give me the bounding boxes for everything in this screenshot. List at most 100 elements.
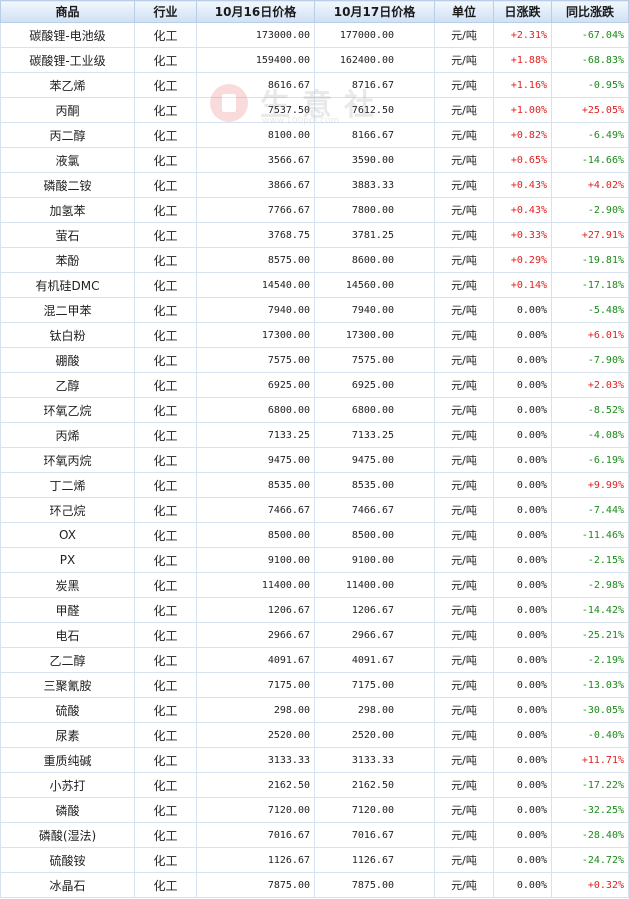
yoy-change-cell: +4.02% — [551, 172, 629, 198]
price-oct17-cell: 6800.00 — [314, 397, 435, 423]
price-oct17-cell: 2966.67 — [314, 622, 435, 648]
table-row: 环氧丙烷 化工 9475.00 9475.00 元/吨 0.00% -6.19% — [0, 447, 629, 473]
daily-change-cell: 0.00% — [493, 422, 552, 448]
commodity-name[interactable]: 碳酸锂-工业级 — [0, 47, 135, 73]
commodity-name[interactable]: 冰晶石 — [0, 872, 135, 898]
price-oct16-cell: 159400.00 — [196, 47, 315, 73]
price-oct17-cell: 14560.00 — [314, 272, 435, 298]
daily-change-cell: +0.82% — [493, 122, 552, 148]
commodity-name[interactable]: 苯酚 — [0, 247, 135, 273]
commodity-name[interactable]: 萤石 — [0, 222, 135, 248]
price-oct17-cell: 2520.00 — [314, 722, 435, 748]
table-row: 硫酸 化工 298.00 298.00 元/吨 0.00% -30.05% — [0, 697, 629, 723]
commodity-name[interactable]: 加氢苯 — [0, 197, 135, 223]
unit-cell: 元/吨 — [434, 272, 494, 298]
daily-change-cell: 0.00% — [493, 322, 552, 348]
table-row: 硼酸 化工 7575.00 7575.00 元/吨 0.00% -7.90% — [0, 347, 629, 373]
daily-change-cell: +1.88% — [493, 47, 552, 73]
header-price-oct16[interactable]: 10月16日价格 — [196, 0, 315, 23]
header-price-oct17[interactable]: 10月17日价格 — [314, 0, 435, 23]
daily-change-cell: +1.00% — [493, 97, 552, 123]
price-oct16-cell: 3866.67 — [196, 172, 315, 198]
industry-cell: 化工 — [134, 197, 197, 223]
commodity-name[interactable]: 丙二醇 — [0, 122, 135, 148]
commodity-name[interactable]: 碳酸锂-电池级 — [0, 22, 135, 48]
unit-cell: 元/吨 — [434, 322, 494, 348]
price-oct17-cell: 298.00 — [314, 697, 435, 723]
price-oct16-cell: 9100.00 — [196, 547, 315, 573]
commodity-name[interactable]: OX — [0, 522, 135, 548]
commodity-name[interactable]: 硼酸 — [0, 347, 135, 373]
price-oct17-cell: 1126.67 — [314, 847, 435, 873]
price-oct17-cell: 2162.50 — [314, 772, 435, 798]
header-unit[interactable]: 单位 — [434, 0, 494, 23]
commodity-name[interactable]: 硫酸铵 — [0, 847, 135, 873]
commodity-name[interactable]: 乙二醇 — [0, 647, 135, 673]
commodity-name[interactable]: PX — [0, 547, 135, 573]
price-oct17-cell: 9475.00 — [314, 447, 435, 473]
commodity-name[interactable]: 硫酸 — [0, 697, 135, 723]
price-oct16-cell: 7575.00 — [196, 347, 315, 373]
table-row: 炭黑 化工 11400.00 11400.00 元/吨 0.00% -2.98% — [0, 572, 629, 598]
unit-cell: 元/吨 — [434, 797, 494, 823]
daily-change-cell: +0.14% — [493, 272, 552, 298]
commodity-name[interactable]: 电石 — [0, 622, 135, 648]
commodity-name[interactable]: 有机硅DMC — [0, 272, 135, 298]
price-oct17-cell: 8500.00 — [314, 522, 435, 548]
industry-cell: 化工 — [134, 322, 197, 348]
price-oct16-cell: 2162.50 — [196, 772, 315, 798]
commodity-name[interactable]: 小苏打 — [0, 772, 135, 798]
commodity-name[interactable]: 丁二烯 — [0, 472, 135, 498]
header-daily-change[interactable]: 日涨跌 — [493, 0, 552, 23]
table-row: 有机硅DMC 化工 14540.00 14560.00 元/吨 +0.14% -17.18% — [0, 272, 629, 298]
commodity-name[interactable]: 环己烷 — [0, 497, 135, 523]
daily-change-cell: 0.00% — [493, 747, 552, 773]
daily-change-cell: 0.00% — [493, 622, 552, 648]
table-row: 钛白粉 化工 17300.00 17300.00 元/吨 0.00% +6.01% — [0, 322, 629, 348]
yoy-change-cell: +6.01% — [551, 322, 629, 348]
table-row: 环己烷 化工 7466.67 7466.67 元/吨 0.00% -7.44% — [0, 497, 629, 523]
commodity-name[interactable]: 环氧乙烷 — [0, 397, 135, 423]
unit-cell: 元/吨 — [434, 22, 494, 48]
commodity-name[interactable]: 甲醛 — [0, 597, 135, 623]
industry-cell: 化工 — [134, 497, 197, 523]
daily-change-cell: 0.00% — [493, 772, 552, 798]
yoy-change-cell: +9.99% — [551, 472, 629, 498]
commodity-name[interactable]: 磷酸(湿法) — [0, 822, 135, 848]
commodity-name[interactable]: 混二甲苯 — [0, 297, 135, 323]
industry-cell: 化工 — [134, 72, 197, 98]
commodity-name[interactable]: 三聚氰胺 — [0, 672, 135, 698]
industry-cell: 化工 — [134, 822, 197, 848]
price-oct16-cell: 8500.00 — [196, 522, 315, 548]
table-header-row: 商品 行业 10月16日价格 10月17日价格 单位 日涨跌 同比涨跌 — [0, 0, 629, 23]
commodity-name[interactable]: 磷酸二铵 — [0, 172, 135, 198]
price-oct17-cell: 7800.00 — [314, 197, 435, 223]
daily-change-cell: 0.00% — [493, 297, 552, 323]
price-oct16-cell: 2520.00 — [196, 722, 315, 748]
daily-change-cell: 0.00% — [493, 722, 552, 748]
industry-cell: 化工 — [134, 697, 197, 723]
commodity-name[interactable]: 环氧丙烷 — [0, 447, 135, 473]
industry-cell: 化工 — [134, 672, 197, 698]
commodity-name[interactable]: 苯乙烯 — [0, 72, 135, 98]
commodity-name[interactable]: 尿素 — [0, 722, 135, 748]
table-row: 磷酸二铵 化工 3866.67 3883.33 元/吨 +0.43% +4.02% — [0, 172, 629, 198]
commodity-name[interactable]: 乙醇 — [0, 372, 135, 398]
commodity-name[interactable]: 丙烯 — [0, 422, 135, 448]
commodity-name[interactable]: 液氯 — [0, 147, 135, 173]
yoy-change-cell: -24.72% — [551, 847, 629, 873]
commodity-name[interactable]: 重质纯碱 — [0, 747, 135, 773]
industry-cell: 化工 — [134, 772, 197, 798]
header-commodity[interactable]: 商品 — [0, 0, 135, 23]
header-industry[interactable]: 行业 — [134, 0, 197, 23]
commodity-name[interactable]: 炭黑 — [0, 572, 135, 598]
price-oct16-cell: 11400.00 — [196, 572, 315, 598]
commodity-name[interactable]: 磷酸 — [0, 797, 135, 823]
daily-change-cell: +1.16% — [493, 72, 552, 98]
commodity-name[interactable]: 钛白粉 — [0, 322, 135, 348]
header-yoy-change[interactable]: 同比涨跌 — [551, 0, 629, 23]
unit-cell: 元/吨 — [434, 247, 494, 273]
yoy-change-cell: -2.98% — [551, 572, 629, 598]
unit-cell: 元/吨 — [434, 522, 494, 548]
commodity-name[interactable]: 丙酮 — [0, 97, 135, 123]
